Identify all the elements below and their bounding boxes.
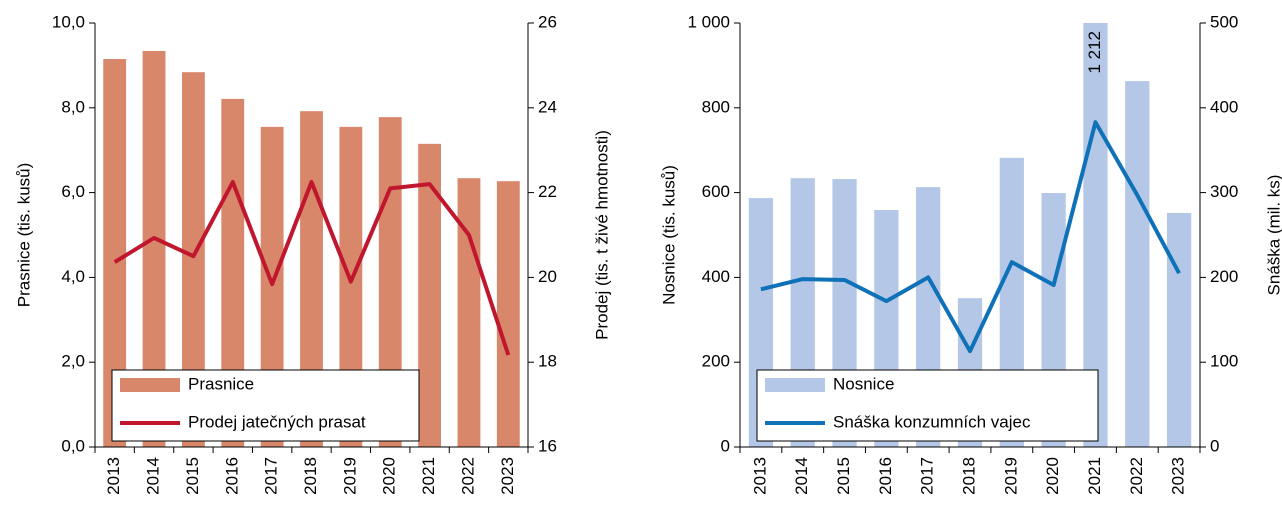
x-tick-label: 2023 [1169, 457, 1188, 495]
y-tick-label: 0,0 [61, 436, 85, 455]
value-label: 1 212 [1085, 31, 1104, 74]
x-tick-label: 2021 [1085, 457, 1104, 495]
legend-label: Snáška konzumních vajec [833, 412, 1031, 431]
y-tick-label: 4,0 [61, 267, 85, 286]
x-tick-label: 2014 [792, 457, 811, 495]
legend-swatch [120, 378, 180, 392]
bar [339, 126, 363, 447]
y2-tick-label: 20 [538, 267, 557, 286]
y-axis-title: Prasnice (tis. kusů) [14, 163, 33, 308]
y2-tick-label: 500 [1210, 12, 1238, 31]
bar [1166, 212, 1192, 447]
bar [1125, 81, 1150, 447]
x-tick-label: 2019 [1001, 457, 1020, 495]
x-tick-label: 2016 [876, 457, 895, 495]
x-tick-label: 2013 [104, 457, 123, 495]
bar [181, 72, 205, 447]
bar [457, 178, 481, 447]
x-tick-label: 2017 [262, 457, 281, 495]
y2-tick-label: 16 [538, 436, 557, 455]
legend-label: Nosnice [833, 374, 894, 393]
y-axis-title: Nosnice (tis. kusů) [659, 165, 678, 305]
y-tick-label: 8,0 [61, 97, 85, 116]
x-tick-label: 2018 [301, 457, 320, 495]
y2-tick-label: 200 [1210, 267, 1238, 286]
legend-box [111, 369, 420, 442]
y-tick-label: 2,0 [61, 352, 85, 371]
bar [221, 98, 245, 447]
y2-tick-label: 22 [538, 182, 557, 201]
legend-label: Prasnice [188, 374, 254, 393]
bar [418, 143, 442, 447]
x-tick-label: 2017 [918, 457, 937, 495]
chart: 1 212 0 200 400 600 800 1 000 0 100 200 300 400 500 2… [659, 12, 1282, 495]
x-tick-label: 2020 [380, 457, 399, 495]
bar [496, 181, 520, 447]
line [113, 180, 511, 356]
legend-swatch [765, 378, 825, 392]
y2-tick-label: 26 [538, 12, 557, 31]
y-tick-label: 0 [721, 436, 730, 455]
y-tick-label: 6,0 [61, 182, 85, 201]
x-tick-label: 2021 [419, 457, 438, 495]
x-tick-label: 2022 [458, 457, 477, 495]
x-tick-label: 2015 [183, 457, 202, 495]
y2-axis-title: Prodej (tis. t živé hmotnosti) [592, 130, 611, 340]
x-tick-label: 2023 [498, 457, 517, 495]
x-tick-label: 2018 [959, 457, 978, 495]
bar [103, 59, 127, 447]
y-tick-label: 10,0 [52, 12, 85, 31]
bar [260, 126, 284, 447]
y2-axis-title: Snáška (mil. ks) [1264, 175, 1282, 296]
y2-tick-label: 300 [1210, 182, 1238, 201]
y2-tick-label: 400 [1210, 97, 1238, 116]
y-tick-label: 600 [702, 182, 730, 201]
y2-tick-label: 24 [538, 97, 557, 116]
legend-label: Prodej jatečných prasat [188, 412, 366, 431]
x-tick-label: 2020 [1043, 457, 1062, 495]
y-tick-label: 200 [702, 352, 730, 371]
x-tick-label: 2016 [222, 457, 241, 495]
line [760, 120, 1181, 354]
y2-tick-label: 18 [538, 352, 557, 371]
y-tick-label: 400 [702, 267, 730, 286]
x-tick-label: 2019 [340, 457, 359, 495]
x-tick-label: 2013 [750, 457, 769, 495]
y2-tick-label: 0 [1210, 436, 1219, 455]
x-tick-label: 2015 [834, 457, 853, 495]
x-tick-label: 2014 [144, 457, 163, 495]
bar [142, 50, 166, 447]
y-tick-label: 800 [702, 97, 730, 116]
x-tick-label: 2022 [1127, 457, 1146, 495]
y-tick-label: 1 000 [687, 12, 730, 31]
y2-tick-label: 100 [1210, 352, 1238, 371]
